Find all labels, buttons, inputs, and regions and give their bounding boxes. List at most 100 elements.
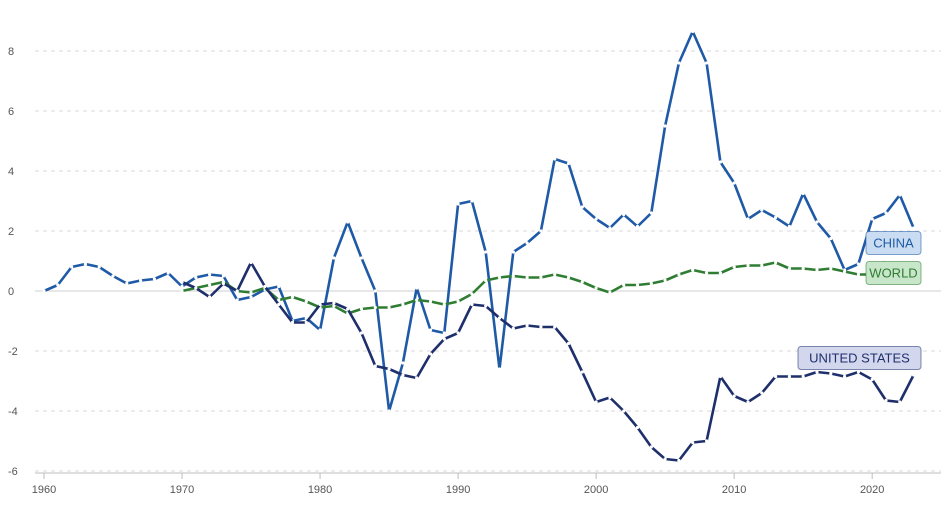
data-point[interactable] <box>359 256 364 260</box>
data-point[interactable] <box>373 305 377 310</box>
data-point[interactable] <box>304 316 308 320</box>
data-point[interactable] <box>677 61 681 65</box>
data-point[interactable] <box>249 260 253 265</box>
data-point[interactable] <box>663 457 667 461</box>
data-point[interactable] <box>346 307 350 311</box>
data-point[interactable] <box>373 289 377 293</box>
data-point[interactable] <box>691 268 695 272</box>
data-point[interactable] <box>180 280 184 284</box>
data-point[interactable] <box>387 367 391 371</box>
data-point[interactable] <box>497 275 502 280</box>
data-point[interactable] <box>856 262 861 266</box>
data-point[interactable] <box>470 302 474 307</box>
data-point[interactable] <box>829 266 833 271</box>
data-point[interactable] <box>304 320 308 325</box>
data-point[interactable] <box>705 61 709 65</box>
data-point[interactable] <box>856 272 861 277</box>
data-point[interactable] <box>566 275 571 280</box>
data-point[interactable] <box>884 398 888 403</box>
data-point[interactable] <box>235 298 239 302</box>
data-point[interactable] <box>732 265 736 269</box>
data-point[interactable] <box>401 373 405 377</box>
data-point[interactable] <box>801 374 805 379</box>
data-point[interactable] <box>97 265 101 269</box>
data-point[interactable] <box>332 256 336 260</box>
data-point[interactable] <box>760 208 764 212</box>
data-point[interactable] <box>208 272 212 277</box>
data-point[interactable] <box>566 161 571 166</box>
data-point[interactable] <box>83 262 87 266</box>
data-point[interactable] <box>718 374 723 379</box>
data-point[interactable] <box>815 220 819 224</box>
data-point[interactable] <box>525 241 529 245</box>
data-point[interactable] <box>166 271 170 275</box>
data-point[interactable] <box>125 281 129 286</box>
data-point[interactable] <box>884 211 888 215</box>
data-point[interactable] <box>787 266 792 271</box>
data-point[interactable] <box>194 275 198 280</box>
data-point[interactable] <box>332 304 336 308</box>
data-point[interactable] <box>732 394 736 398</box>
data-point[interactable] <box>594 217 598 221</box>
data-point[interactable] <box>511 274 515 278</box>
data-point[interactable] <box>801 191 805 196</box>
data-point[interactable] <box>774 374 778 379</box>
data-point[interactable] <box>442 337 446 341</box>
data-point[interactable] <box>829 236 833 241</box>
data-point[interactable] <box>249 295 253 299</box>
data-point[interactable] <box>898 400 902 404</box>
data-point[interactable] <box>774 260 778 265</box>
data-point[interactable] <box>829 371 833 376</box>
data-point[interactable] <box>580 205 584 209</box>
data-point[interactable] <box>208 295 212 299</box>
data-point[interactable] <box>580 370 584 374</box>
data-point[interactable] <box>70 265 74 269</box>
data-point[interactable] <box>649 281 653 286</box>
data-point[interactable] <box>373 364 377 368</box>
data-point[interactable] <box>415 298 419 302</box>
data-point[interactable] <box>428 352 433 356</box>
data-point[interactable] <box>815 268 819 272</box>
data-point[interactable] <box>456 202 460 206</box>
data-point[interactable] <box>691 440 695 445</box>
data-point[interactable] <box>511 326 515 331</box>
data-point[interactable] <box>442 302 446 307</box>
data-point[interactable] <box>56 283 60 287</box>
data-point[interactable] <box>221 274 225 278</box>
data-point[interactable] <box>415 286 419 290</box>
data-point[interactable] <box>539 325 543 329</box>
data-point[interactable] <box>705 439 709 443</box>
data-point[interactable] <box>594 400 598 404</box>
data-point[interactable] <box>705 271 709 275</box>
data-point[interactable] <box>539 275 543 280</box>
data-point[interactable] <box>346 220 350 224</box>
data-point[interactable] <box>318 328 322 332</box>
data-point[interactable] <box>774 215 778 220</box>
data-point[interactable] <box>290 295 295 299</box>
data-point[interactable] <box>525 323 529 328</box>
data-point[interactable] <box>718 160 723 164</box>
data-point[interactable] <box>290 320 295 325</box>
data-point[interactable] <box>221 281 225 286</box>
data-point[interactable] <box>856 370 861 374</box>
data-point[interactable] <box>746 400 750 404</box>
data-point[interactable] <box>649 211 653 215</box>
data-point[interactable] <box>470 199 474 203</box>
data-point[interactable] <box>456 299 460 304</box>
data-point[interactable] <box>580 280 584 284</box>
data-point[interactable] <box>470 292 474 296</box>
data-point[interactable] <box>843 269 847 274</box>
data-point[interactable] <box>677 272 681 277</box>
data-point[interactable] <box>760 263 764 268</box>
data-point[interactable] <box>277 298 281 302</box>
data-point[interactable] <box>484 250 488 254</box>
data-point[interactable] <box>622 212 626 217</box>
data-point[interactable] <box>428 328 433 332</box>
data-point[interactable] <box>497 367 502 371</box>
data-point[interactable] <box>622 409 626 413</box>
data-point[interactable] <box>635 425 640 430</box>
data-point[interactable] <box>746 263 750 268</box>
data-point[interactable] <box>718 271 723 275</box>
data-point[interactable] <box>801 266 805 271</box>
data-point[interactable] <box>635 283 640 287</box>
